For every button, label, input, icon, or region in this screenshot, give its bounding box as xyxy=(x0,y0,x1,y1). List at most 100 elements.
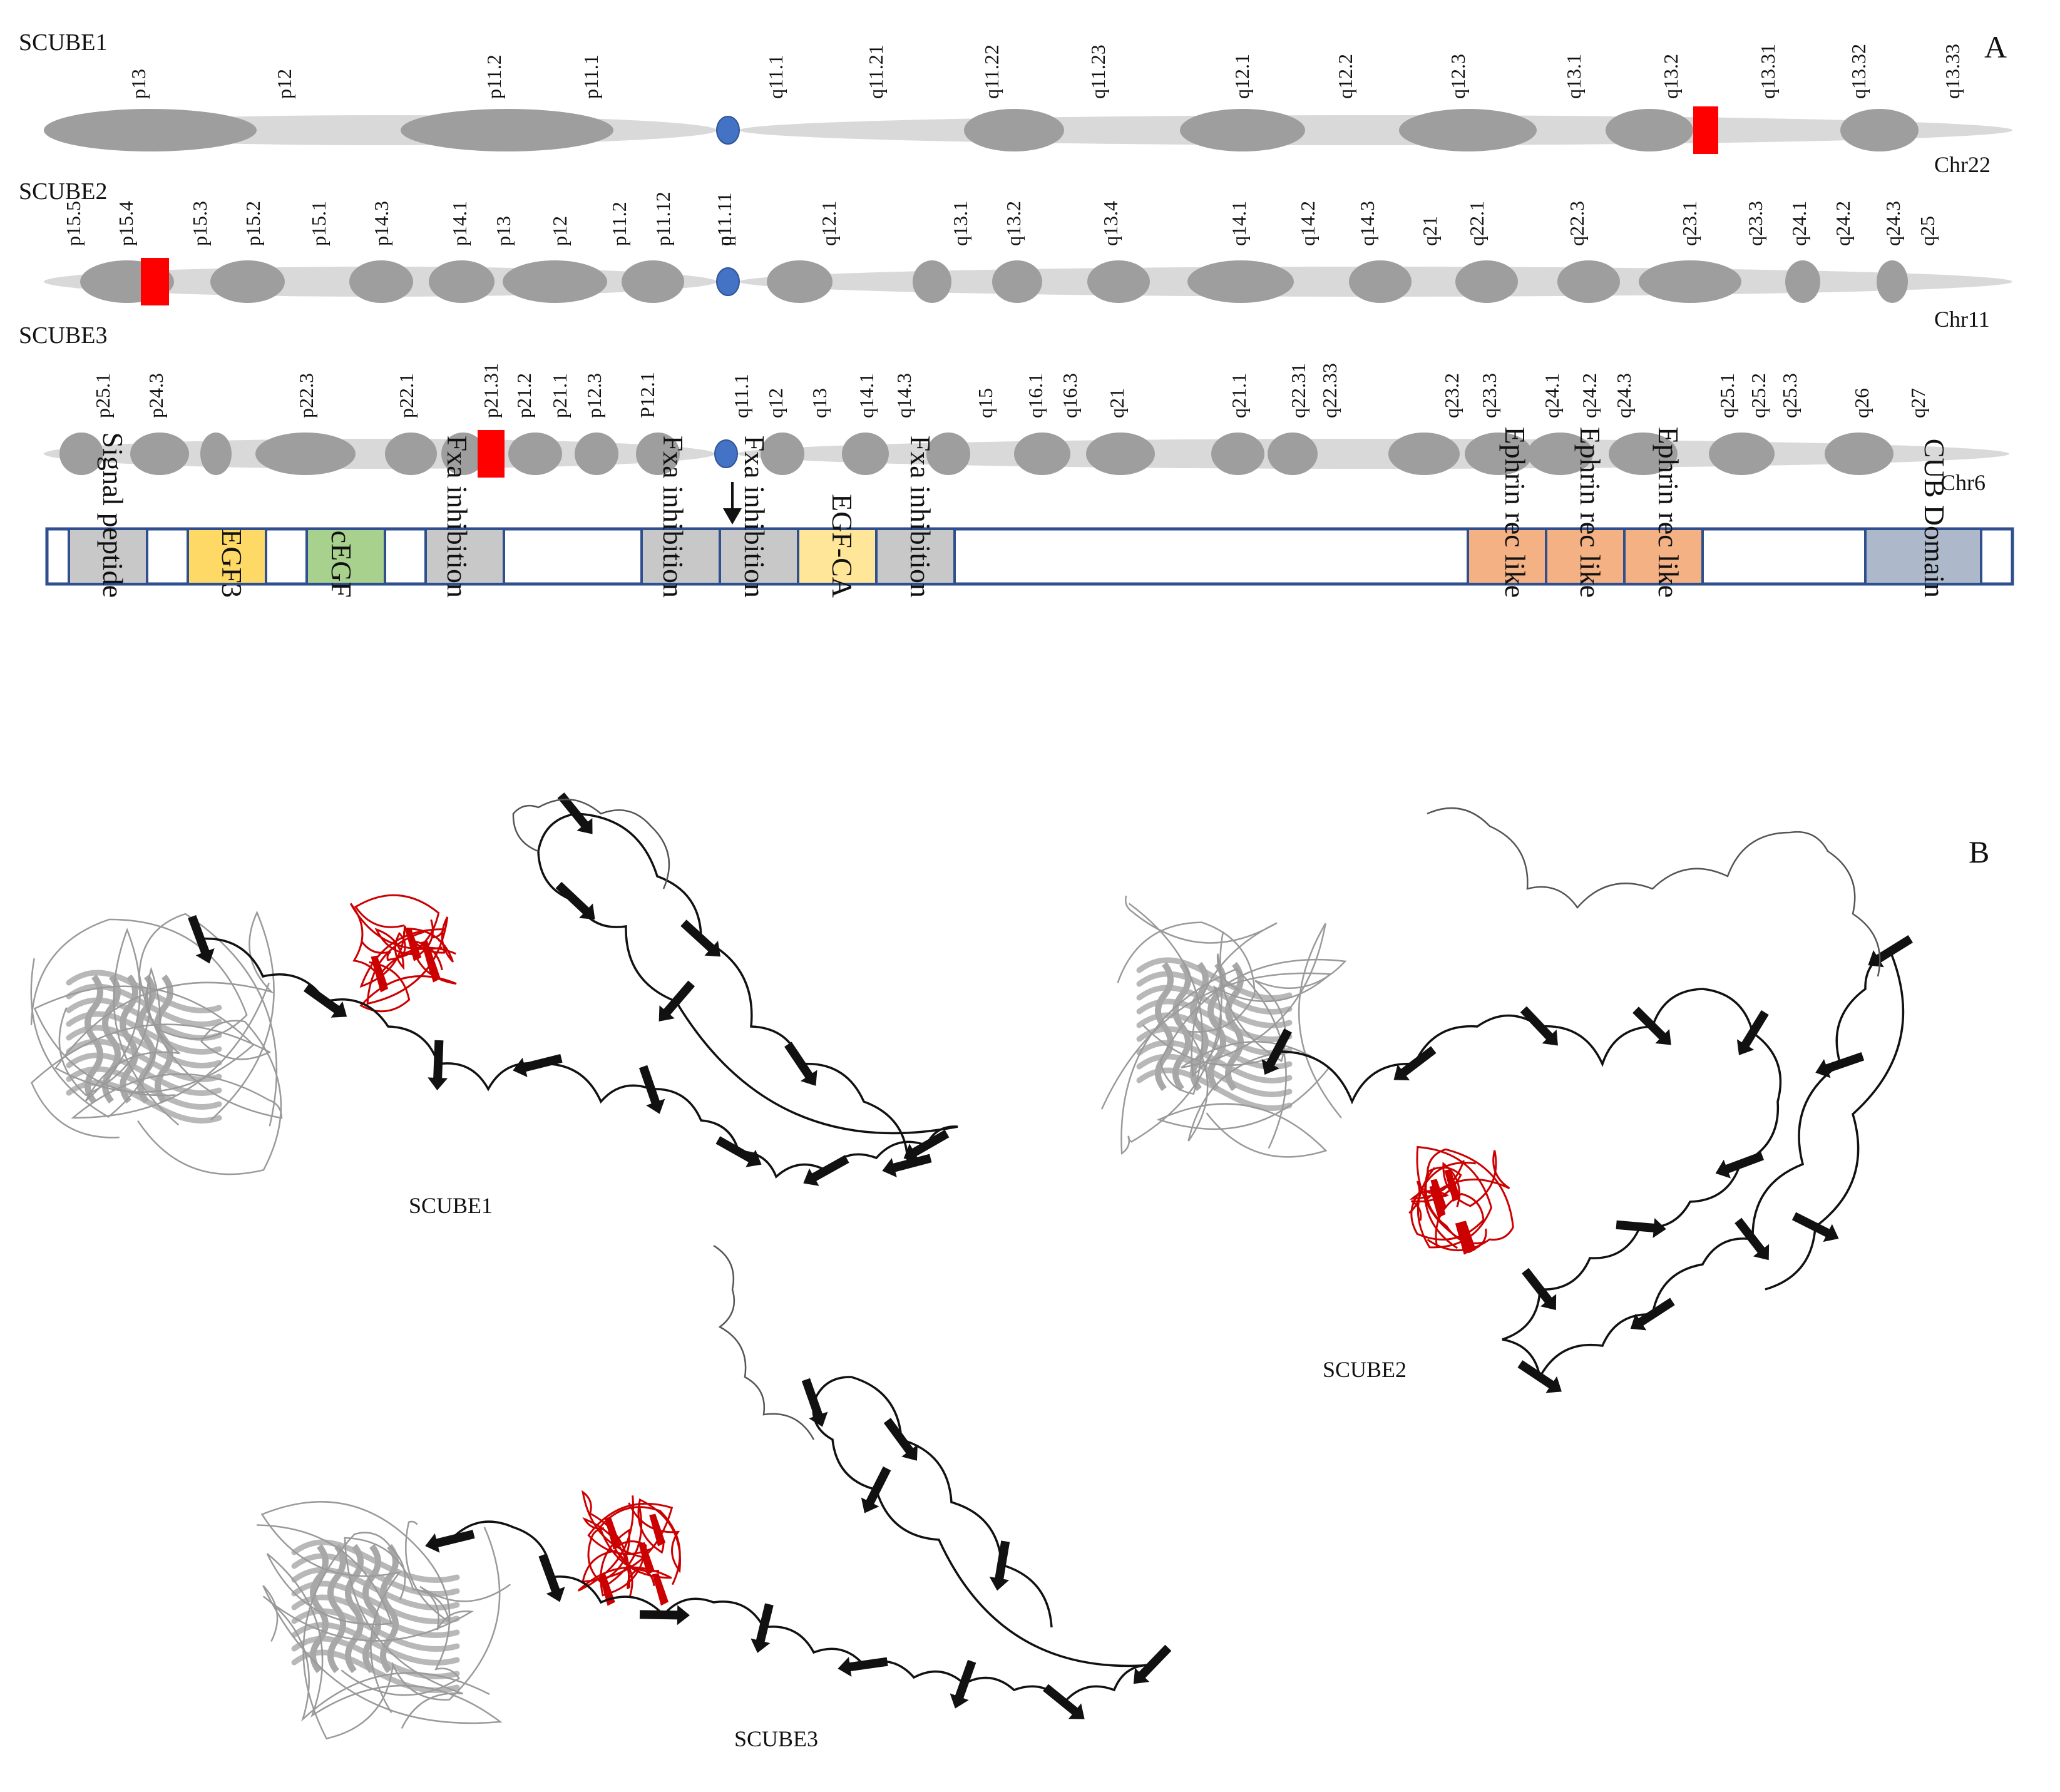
chromosome-band xyxy=(1877,260,1908,303)
helical-core xyxy=(1100,895,1347,1158)
domain-box xyxy=(1864,528,1982,585)
band-label: q12.3 xyxy=(1447,54,1469,99)
chromosome-band xyxy=(130,433,189,475)
band-label: p13 xyxy=(492,216,515,246)
chromosome-band xyxy=(842,433,889,475)
band-label: p21.1 xyxy=(548,373,571,418)
band-label: p12 xyxy=(548,216,571,246)
highlighted-domain xyxy=(577,1490,681,1606)
beta-strand-chain xyxy=(425,1376,1172,1719)
band-label: q12.2 xyxy=(1334,54,1356,99)
disordered-tail xyxy=(512,798,670,889)
band-label: q12.1 xyxy=(817,201,840,246)
chromosome-band xyxy=(1609,433,1678,475)
band-label: p22.1 xyxy=(395,373,418,418)
band-label: p11.1 xyxy=(580,54,602,99)
band-label: p21.2 xyxy=(513,373,535,418)
band-label: P12.1 xyxy=(636,372,658,418)
domain-label: Fxa inhibition xyxy=(441,436,473,598)
band-label: q27 xyxy=(1907,388,1929,418)
band-label: p15.1 xyxy=(307,201,330,246)
band-label: q13.4 xyxy=(1099,201,1122,246)
band-label: p12 xyxy=(273,69,295,99)
band-label: q13.31 xyxy=(1756,44,1779,99)
band-label: p15.4 xyxy=(115,201,137,246)
chromosome-band xyxy=(1527,433,1593,475)
band-label: q24.1 xyxy=(1788,201,1810,246)
band-label: p11.11 xyxy=(713,192,735,246)
band-label: q25 xyxy=(1916,216,1939,246)
chromosome-band xyxy=(1606,109,1693,151)
band-label: p15.2 xyxy=(242,201,264,246)
gene-location-marker xyxy=(1693,106,1718,154)
domain-label: Fxa inhibition xyxy=(904,436,936,598)
domain-label: EGF3 xyxy=(216,529,248,598)
domain-label: Ephrin rec like xyxy=(1574,427,1606,598)
band-label: q13 xyxy=(808,388,831,418)
helical-core xyxy=(30,910,283,1175)
domain-box xyxy=(640,528,721,585)
band-label: q24.2 xyxy=(1578,373,1601,418)
chromosome-name: Chr22 xyxy=(1934,152,1991,177)
chromosome-chr22: SCUBE1 Chr22 p13 p12 p11.2 p11.1 q11.1 q11.21 q1… xyxy=(19,29,2012,177)
band-label: q14.3 xyxy=(1356,201,1378,246)
band-label: q15 xyxy=(974,388,997,418)
band-label: q25.1 xyxy=(1716,373,1738,418)
domain-box xyxy=(1623,528,1704,585)
chromosome-chr6: SCUBE3 Chr6 p25.1 p24.3 p22.3 p22.1 p21.31 p21.… xyxy=(19,322,2009,495)
band-label: q12 xyxy=(764,388,787,418)
chromosome-band xyxy=(1785,260,1820,303)
chromosome-name: Chr11 xyxy=(1934,307,1990,332)
domain-box xyxy=(719,528,799,585)
chromosome-band xyxy=(44,109,257,151)
chromosome-band xyxy=(1709,433,1775,475)
chromosome-band xyxy=(1211,433,1264,475)
panel-label-b: B xyxy=(1969,834,1989,869)
band-label: q21 xyxy=(1105,388,1128,418)
centromere xyxy=(716,267,740,296)
band-label: q11.21 xyxy=(864,44,887,99)
gene-label: SCUBE3 xyxy=(19,322,107,349)
band-label: p22.3 xyxy=(295,373,317,418)
chromosome-band xyxy=(508,433,562,475)
gene-location-marker xyxy=(478,430,505,478)
structure-scube3: SCUBE3 xyxy=(257,1244,1172,1751)
centromere xyxy=(714,439,738,468)
band-label: q25.2 xyxy=(1747,373,1770,418)
chromosome-band xyxy=(1399,109,1537,151)
band-label: p11.2 xyxy=(483,54,505,99)
domain-box xyxy=(797,528,878,585)
band-label: p11.2 xyxy=(608,202,630,246)
chromosome-band xyxy=(1086,433,1155,475)
gene-location-marker xyxy=(141,258,169,305)
band-label: q23.3 xyxy=(1478,373,1500,418)
chromosome-band xyxy=(926,433,970,475)
band-label: p11.12 xyxy=(652,192,674,246)
band-label: p15.3 xyxy=(188,201,211,246)
band-label: q11.22 xyxy=(980,44,1003,99)
disordered-tail xyxy=(713,1244,815,1440)
chromosome-band xyxy=(767,260,833,303)
band-label: q11.23 xyxy=(1087,44,1109,99)
chromosome-band xyxy=(1388,433,1460,475)
band-label: q22.1 xyxy=(1465,201,1488,246)
domain-box xyxy=(187,528,267,585)
gene-label: SCUBE1 xyxy=(19,29,107,56)
chromosome-band xyxy=(1455,260,1518,303)
band-label: q11.1 xyxy=(764,54,787,99)
chromosome-band xyxy=(1187,260,1294,303)
chromosome-band xyxy=(913,260,951,303)
chromosome-band xyxy=(575,433,618,475)
band-label: q26 xyxy=(1850,388,1873,418)
chromosome-band xyxy=(761,433,804,475)
band-label: q24.2 xyxy=(1832,201,1854,246)
highlighted-domain xyxy=(1408,1145,1514,1255)
domain-label: Signal peptide xyxy=(97,433,129,598)
chromosome-band xyxy=(992,260,1042,303)
chromosome-band xyxy=(1087,260,1150,303)
domain-label: cEGF xyxy=(325,531,357,598)
chromosome-band xyxy=(1180,109,1305,151)
band-label: p24.3 xyxy=(145,373,167,418)
band-label: q11.1 xyxy=(730,374,752,418)
